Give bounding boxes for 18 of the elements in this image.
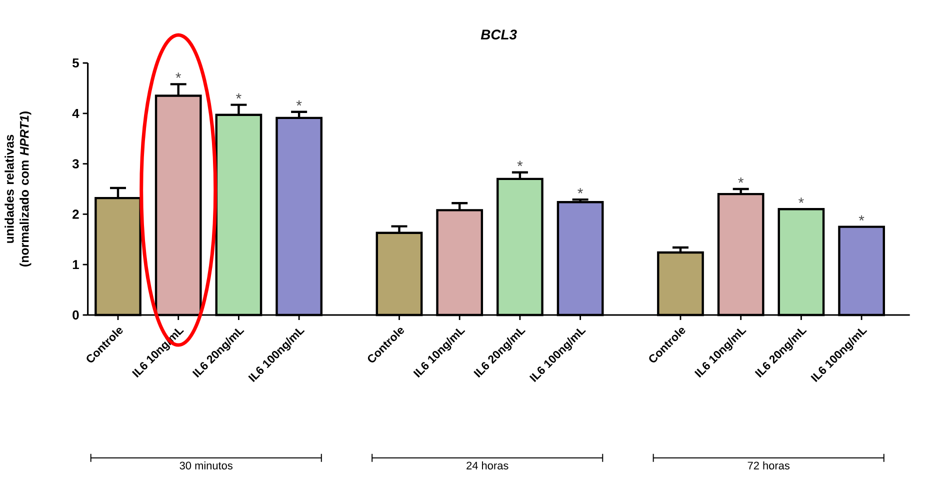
y-tick-label: 1 [72, 260, 79, 270]
text: 24 horas [466, 461, 508, 470]
data-label: * [738, 178, 744, 183]
data-label: * [517, 160, 523, 166]
y-tick-label: 4 [72, 108, 80, 118]
data-label: * [578, 188, 583, 194]
data-label: * [236, 93, 242, 99]
chart-title: BCL3 [480, 30, 517, 40]
y-tick-label: 3 [72, 159, 79, 168]
data-label: * [176, 72, 182, 78]
y-tick-label: 2 [72, 210, 79, 219]
text: 72 horas [748, 461, 790, 470]
data-label: * [296, 100, 302, 106]
data-label: * [858, 215, 864, 221]
y-tick-label: 5 [72, 58, 79, 68]
data-label: * [798, 198, 804, 203]
text: 30 minutos [180, 461, 232, 470]
y-tick-label: 0 [72, 310, 79, 320]
